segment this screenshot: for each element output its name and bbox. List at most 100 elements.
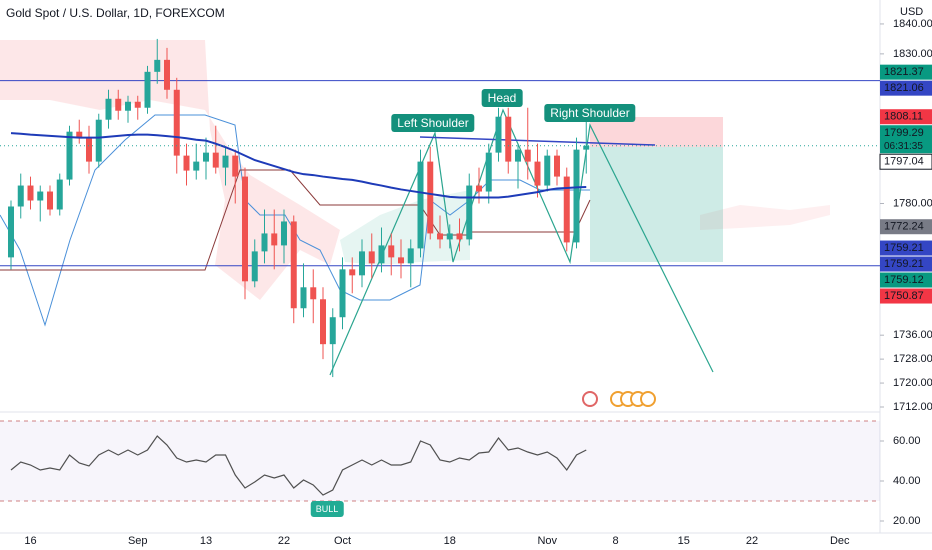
countdown-label: 06:31:35 [884,141,923,152]
cloud-bullish [340,190,470,265]
candle-body [193,161,200,171]
candle-body [300,287,307,309]
price-tag-label: 1821.37 [884,66,924,78]
candle-body [105,98,112,120]
candle-body [290,221,297,309]
price-tag [880,288,932,304]
candle-body [417,161,424,249]
price-tag [879,153,932,170]
candle-body [173,89,180,156]
candle-body [27,185,34,201]
y-tick-label: 40.00 [893,475,921,487]
candle-body [242,176,248,282]
x-tick-label: 18 [444,535,456,547]
rsi-band [0,421,880,501]
candle-body [56,179,63,210]
candle-body [95,119,102,162]
x-tick-label: 15 [678,535,690,547]
price-tag-label: 1772.24 [884,221,924,233]
price-tag [880,272,932,288]
pattern-label: Left Shoulder [391,114,475,132]
price-tag [880,240,932,256]
candle-body [281,221,287,246]
candle-body [427,161,434,234]
y-tick-label: 1840.00 [893,18,932,30]
price-tag [880,256,932,272]
y-tick-label: 20.00 [893,515,921,527]
candle-body [203,152,209,162]
candle-body [456,233,463,240]
y-tick-label: 1728.00 [893,353,932,365]
x-tick-label: Sep [128,535,148,547]
candle-body [554,155,560,177]
candle-body [378,245,385,264]
price-tag-label: 1759.12 [884,274,924,286]
currency-label: USD [900,6,924,18]
candle-body [222,155,229,168]
y-tick-label: 60.00 [893,435,921,447]
candle-body [515,149,521,162]
price-tag-label: 1799.29 [884,127,924,139]
y-tick-label: 1720.00 [893,377,932,389]
candle-body [495,116,502,153]
candle-body [524,149,531,162]
neckline [419,136,656,146]
candle-body [446,233,453,240]
x-tick-label: Oct [334,535,351,547]
pattern-label: Head [481,89,523,107]
x-tick-label: 22 [746,535,758,547]
x-tick-label: Nov [537,535,557,547]
price-tag [880,219,932,235]
price-tag-label: 1759.21 [884,258,924,270]
price-tag-label: 1808.11 [884,111,923,123]
price-tag-label: 1750.87 [884,290,924,302]
candle-body [544,155,551,186]
moving-average [10,132,587,199]
price-tag [880,64,932,80]
candle-body [183,155,190,171]
x-tick-label: Dec [830,535,850,547]
pattern-zigzag [329,108,714,376]
y-tick-label: 1736.00 [893,329,932,341]
candle-body [339,269,346,318]
candle-body [329,317,336,345]
price-tag-label: 1821.06 [884,82,924,94]
target-zone [590,147,723,262]
candle-body [398,257,404,264]
candle-body [359,251,365,276]
candle-body [144,71,151,108]
x-tick-label: 13 [200,535,212,547]
candle-body [232,155,239,177]
candle-body [261,233,268,252]
price-tag [880,80,932,96]
candle-body [47,191,53,210]
candle-body [154,59,161,72]
x-tick-label: 22 [278,535,290,547]
y-tick-label: 1830.00 [893,48,932,60]
candle-body [66,131,73,180]
candle-body [476,185,482,192]
candle-body [563,176,570,243]
x-tick-label: 8 [612,535,618,547]
candle-body [573,149,580,243]
candle-body [8,206,14,258]
candle-body [134,101,141,108]
pattern-label: Right Shoulder [544,104,636,122]
price-tag-label: 1759.21 [884,242,924,254]
candle-body [437,233,443,240]
candle-body [86,137,92,162]
signal-label: BULL [310,501,344,517]
price-tag [880,125,932,154]
chart-title: Gold Spot / U.S. Dollar, 1D, FOREXCOM [6,6,225,20]
y-tick-label: 1712.00 [893,401,932,413]
candle-body [485,152,492,192]
candle-body [271,233,278,246]
candle-body [505,116,512,162]
price-tag-label: 1797.04 [884,156,924,168]
candle-body [37,191,44,201]
cloud-future [700,205,830,230]
x-tick-label: 16 [24,535,36,547]
cloud-bearish [0,40,340,300]
